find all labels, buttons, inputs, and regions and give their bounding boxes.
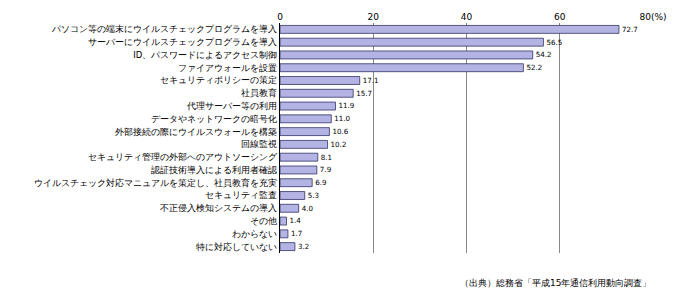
svg-text:3.2: 3.2 <box>298 242 309 251</box>
svg-text:54.2: 54.2 <box>536 50 552 59</box>
svg-text:データやネットワークの暗号化: データやネットワークの暗号化 <box>151 114 277 124</box>
svg-text:52.2: 52.2 <box>526 63 542 72</box>
svg-text:8.1: 8.1 <box>321 153 332 162</box>
svg-text:わからない: わからない <box>232 229 277 239</box>
svg-text:セキュリティ管理の外部へのアウトソーシング: セキュリティ管理の外部へのアウトソーシング <box>88 152 278 162</box>
svg-text:ID、パスワードによるアクセス制御: ID、パスワードによるアクセス制御 <box>133 50 277 60</box>
svg-text:ファイアウォールを設置: ファイアウォールを設置 <box>178 63 277 73</box>
svg-text:認証技術導入による利用者確認: 認証技術導入による利用者確認 <box>151 165 277 175</box>
svg-text:60: 60 <box>554 12 566 22</box>
svg-text:11.9: 11.9 <box>338 101 354 110</box>
svg-text:不正侵入検知システムの導入: 不正侵入検知システムの導入 <box>160 203 277 213</box>
svg-text:40: 40 <box>461 12 473 22</box>
svg-text:0: 0 <box>277 12 283 22</box>
svg-text:その他: その他 <box>250 216 277 226</box>
svg-text:1.7: 1.7 <box>291 229 302 238</box>
svg-text:10.2: 10.2 <box>331 140 347 149</box>
svg-text:1.4: 1.4 <box>290 216 302 225</box>
svg-text:20: 20 <box>368 12 380 22</box>
svg-text:5.3: 5.3 <box>308 191 319 200</box>
svg-text:特に対応していない: 特に対応していない <box>196 242 277 252</box>
svg-text:11.0: 11.0 <box>334 114 350 123</box>
svg-text:4.0: 4.0 <box>302 204 314 213</box>
svg-text:56.5: 56.5 <box>546 38 562 47</box>
svg-text:社員教育: 社員教育 <box>241 88 277 98</box>
svg-text:代理サーバー等の利用: 代理サーバー等の利用 <box>186 101 277 111</box>
svg-text:セキュリティポリシーの策定: セキュリティポリシーの策定 <box>160 75 277 85</box>
svg-text:6.9: 6.9 <box>315 178 327 187</box>
svg-text:72.7: 72.7 <box>622 25 638 34</box>
svg-text:回線監視: 回線監視 <box>241 139 277 149</box>
svg-text:ウイルスチェック対応マニュアルを策定し、社員教育を充実: ウイルスチェック対応マニュアルを策定し、社員教育を充実 <box>34 178 277 188</box>
svg-text:7.9: 7.9 <box>320 165 332 174</box>
svg-text:パソコン等の端末にウイルスチェックプログラムを導入: パソコン等の端末にウイルスチェックプログラムを導入 <box>51 24 277 34</box>
svg-text:（出典）総務省「平成15年通信利用動向調査」: （出典）総務省「平成15年通信利用動向調査」 <box>460 278 651 288</box>
svg-text:10.6: 10.6 <box>332 127 348 136</box>
svg-text:80(%): 80(%) <box>639 12 666 22</box>
svg-text:17.1: 17.1 <box>363 76 379 85</box>
svg-text:15.7: 15.7 <box>356 89 372 98</box>
svg-text:サーバーにウイルスチェックプログラムを導入: サーバーにウイルスチェックプログラムを導入 <box>88 37 277 47</box>
svg-text:外部接続の際にウイルスウォールを構築: 外部接続の際にウイルスウォールを構築 <box>115 127 277 137</box>
svg-text:セキュリティ監査: セキュリティ監査 <box>205 190 277 200</box>
